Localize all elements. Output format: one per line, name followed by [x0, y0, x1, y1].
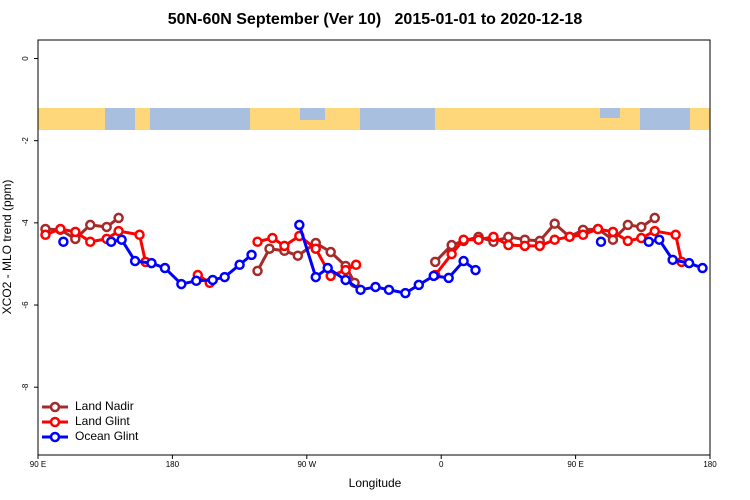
point	[340, 274, 351, 286]
point	[267, 232, 278, 244]
point	[697, 262, 708, 274]
x-tick-label: 90 E	[567, 460, 583, 469]
point	[622, 235, 634, 247]
point	[40, 229, 51, 241]
plot-frame	[37, 39, 711, 456]
point	[592, 223, 604, 235]
point	[458, 255, 469, 267]
point	[246, 249, 257, 261]
point	[294, 219, 305, 231]
point	[383, 284, 395, 296]
point	[443, 272, 454, 284]
point	[234, 259, 245, 271]
point	[670, 229, 681, 241]
x-tick-label: 90 E	[30, 460, 46, 469]
point	[400, 287, 411, 299]
point	[607, 226, 619, 238]
point	[191, 275, 202, 287]
point	[176, 278, 187, 290]
point	[340, 264, 351, 276]
x-tick-label: 90 W	[297, 460, 316, 469]
point	[322, 262, 333, 274]
point	[643, 236, 655, 247]
point	[129, 255, 141, 267]
point	[683, 257, 695, 269]
point	[577, 229, 589, 241]
point	[595, 236, 607, 247]
point	[649, 212, 660, 224]
point	[113, 225, 124, 237]
point	[653, 234, 665, 245]
point	[429, 256, 441, 268]
point	[355, 284, 366, 296]
point	[549, 218, 560, 229]
legend-marker	[49, 416, 61, 428]
x-tick-label: 180	[703, 460, 717, 469]
y-tick-label: -2	[21, 137, 30, 145]
point	[292, 250, 304, 261]
point	[446, 248, 457, 260]
point	[622, 219, 634, 231]
map-band	[38, 108, 710, 130]
legend-marker	[49, 401, 61, 413]
y-tick-label: -6	[21, 301, 30, 309]
point	[264, 243, 275, 254]
point	[503, 231, 514, 243]
point	[667, 254, 678, 266]
point	[519, 240, 531, 252]
legend-marker	[49, 431, 61, 443]
point	[310, 243, 322, 254]
point	[428, 270, 439, 282]
point	[413, 279, 425, 291]
point	[488, 231, 499, 243]
point	[564, 231, 575, 243]
point	[325, 246, 336, 258]
point	[58, 236, 69, 247]
point	[252, 265, 263, 277]
point	[219, 271, 230, 283]
point	[549, 234, 560, 245]
point	[134, 229, 145, 241]
point	[310, 271, 322, 283]
point	[85, 236, 96, 247]
y-tick-label: -4	[21, 219, 30, 227]
legend-label: Land Glint	[75, 414, 130, 428]
point	[350, 259, 362, 271]
y-axis-label: XCO2 - MLO trend (ppm)	[0, 180, 14, 315]
x-axis-label: Longitude	[349, 476, 402, 490]
point	[105, 236, 117, 247]
point	[279, 240, 290, 252]
point	[101, 221, 112, 233]
point	[370, 281, 381, 293]
point	[458, 234, 469, 245]
point	[503, 239, 514, 251]
point	[70, 226, 81, 238]
x-tick-label: 180	[166, 460, 180, 469]
x-tick-label: 0	[439, 460, 444, 469]
point	[636, 221, 647, 233]
y-tick-label: 0	[21, 56, 30, 61]
point	[146, 257, 157, 269]
point	[55, 223, 66, 235]
point	[85, 219, 96, 231]
chart-title: 50N-60N September (Ver 10) 2015-01-01 to…	[168, 11, 583, 28]
point	[473, 234, 484, 245]
point	[207, 274, 218, 286]
point	[252, 236, 263, 247]
y-tick-label: -8	[21, 383, 30, 391]
legend-label: Land Nadir	[75, 399, 134, 413]
point	[470, 264, 481, 276]
point	[113, 212, 124, 224]
point	[446, 239, 457, 251]
point	[649, 225, 660, 237]
point	[534, 240, 546, 252]
point	[159, 262, 171, 274]
legend-label: Ocean Glint	[75, 429, 139, 443]
point	[116, 234, 127, 245]
